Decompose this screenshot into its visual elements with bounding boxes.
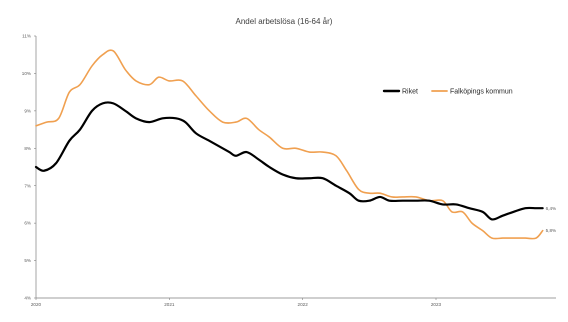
y-tick-label: 4% [24,296,31,301]
series-line-falk-pings-kommun [35,49,544,240]
y-tick-label: 5% [24,258,31,263]
x-tick-label: 2021 [164,302,175,307]
axes: 4% 5% 6% 7% 8% 9% 10% 11% 2020 2021 2022 2023 [22,34,556,307]
series-line-riket [34,101,544,221]
x-tick-label: 2022 [298,302,309,307]
legend-label: Falköpings kommun [450,89,513,96]
y-tick-label: 9% [24,108,31,113]
x-tick-label: 2023 [431,302,442,307]
y-tick-label: 6% [24,221,31,226]
legend: Riket Falköpings kommun [382,89,513,96]
legend-label: Riket [402,89,418,96]
series-layer [34,49,544,240]
series-end-label: 6,4% [546,206,556,211]
end-labels: 6,4% 5,8% [546,206,556,233]
series-end-label: 5,8% [546,228,556,233]
x-tick-label: 2020 [31,302,42,307]
y-tick-label: 11% [22,34,31,39]
y-tick-label: 8% [24,146,31,151]
chart-title: Andel arbetslösa (16-64 år) [236,17,333,26]
y-tick-label: 7% [24,183,31,188]
y-tick-label: 10% [22,71,31,76]
